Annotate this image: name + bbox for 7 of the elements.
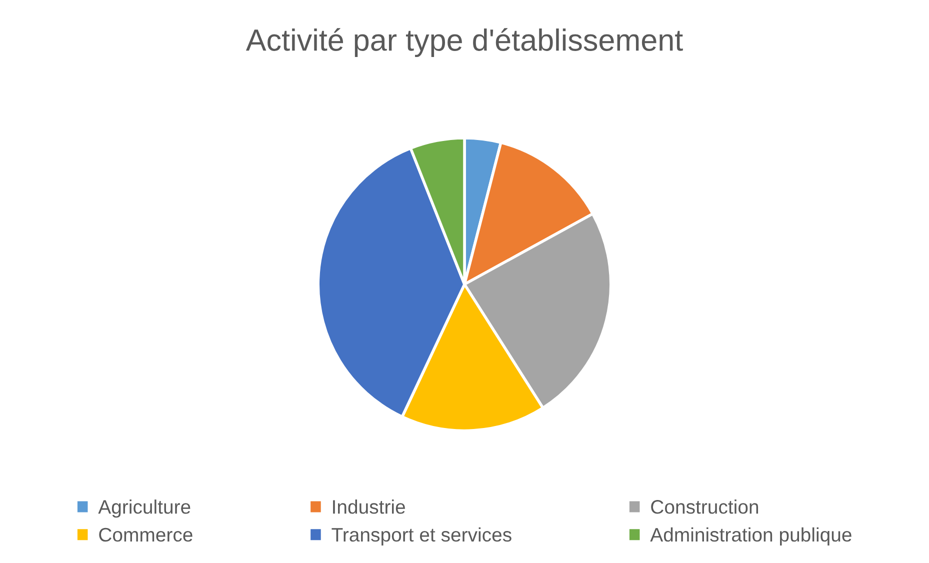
- chart-title: Activité par type d'établissement: [246, 28, 683, 57]
- legend-label: Transport et services: [332, 527, 512, 546]
- legend-label: Commerce: [99, 528, 192, 542]
- legend-label: Construction: [651, 500, 758, 514]
- legend-label: Administration publique: [650, 527, 852, 546]
- legend-label: Agriculture: [98, 500, 190, 518]
- legend-label: Industrie: [333, 500, 405, 514]
